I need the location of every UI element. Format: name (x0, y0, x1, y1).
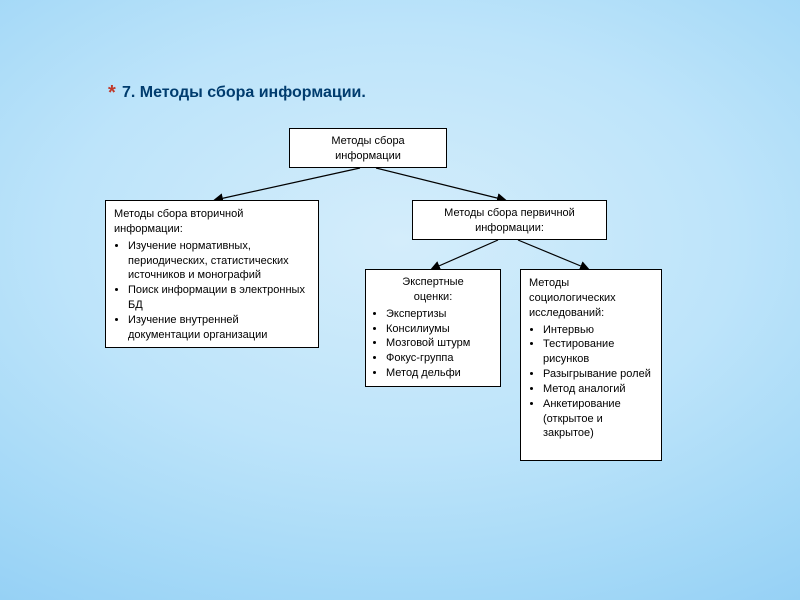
node-root-line1: Методы сбора (294, 134, 442, 149)
node-socio: Методы социологических исследований: Инт… (520, 269, 662, 461)
bullet-item: Консилиумы (386, 322, 494, 337)
node-expert-bullets: ЭкспертизыКонсилиумыМозговой штурмФокус-… (372, 307, 494, 381)
slide-title: 7. Методы сбора информации. (122, 84, 366, 102)
node-primary: Методы сбора первичной информации: (412, 200, 607, 240)
slide-canvas: * 7. Методы сбора информации. Методы сбо… (0, 0, 800, 600)
bullet-item: Метод аналогий (543, 382, 653, 397)
node-socio-header: Методы социологических исследований: (529, 276, 653, 321)
bullet-item: Тестирование рисунков (543, 337, 653, 367)
node-primary-line2: информации: (417, 221, 602, 236)
bullet-item: Изучение нормативных, периодических, ста… (128, 239, 310, 284)
node-secondary: Методы сбора вторичной информации: Изуче… (105, 200, 319, 348)
node-expert-title2: оценки: (372, 290, 494, 305)
node-socio-bullets: ИнтервьюТестирование рисунковРазыгрывани… (529, 323, 653, 442)
node-expert-title1: Экспертные (372, 275, 494, 290)
bullet-item: Метод дельфи (386, 366, 494, 381)
node-secondary-header: Методы сбора вторичной информации: (114, 207, 310, 237)
bullet-item: Разыгрывание ролей (543, 367, 653, 382)
bullet-item: Мозговой штурм (386, 336, 494, 351)
node-expert: Экспертные оценки: ЭкспертизыКонсилиумыМ… (365, 269, 501, 387)
node-root-line2: информации (294, 149, 442, 164)
node-root: Методы сбора информации (289, 128, 447, 168)
node-secondary-bullets: Изучение нормативных, периодических, ста… (114, 239, 310, 343)
bullet-item: Фокус-группа (386, 351, 494, 366)
bullet-item: Интервью (543, 323, 653, 338)
bullet-item: Экспертизы (386, 307, 494, 322)
bullet-item: Поиск информации в электронных БД (128, 283, 310, 313)
bullet-item: Изучение внутренней документации организ… (128, 313, 310, 343)
bullet-item: Анкетирование (открытое и закрытое) (543, 397, 653, 442)
title-asterisk: * (108, 82, 116, 105)
node-primary-line1: Методы сбора первичной (417, 206, 602, 221)
